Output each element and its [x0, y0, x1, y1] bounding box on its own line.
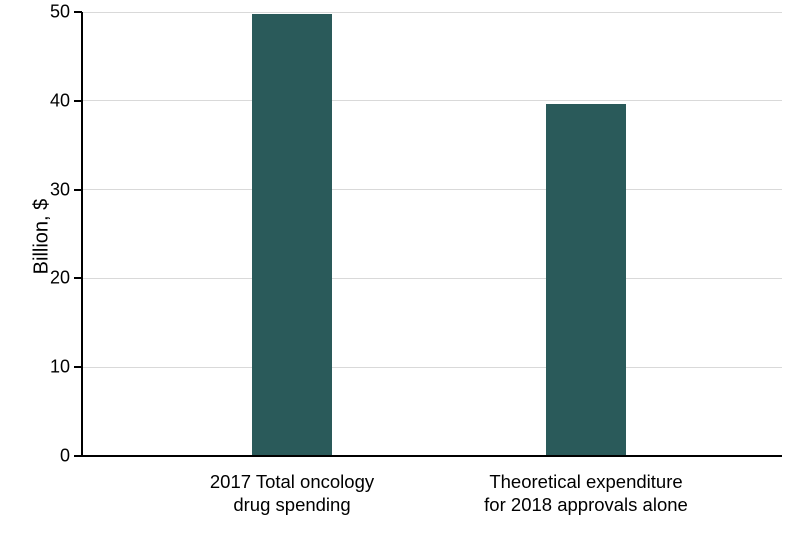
x-tick-label: Theoretical expenditurefor 2018 approval… — [456, 456, 716, 516]
x-tick-label-line2: drug spending — [233, 494, 350, 515]
y-tick-label: 10 — [50, 357, 82, 378]
y-tick-label: 50 — [50, 2, 82, 23]
bar-chart: Billion, $ 010203040502017 Total oncolog… — [0, 0, 798, 538]
plot-area: 010203040502017 Total oncologydrug spend… — [82, 12, 782, 456]
gridline — [82, 100, 782, 101]
bar — [252, 14, 332, 456]
x-axis-line — [82, 455, 782, 457]
bar — [546, 104, 626, 456]
x-tick-label-line1: Theoretical expenditure — [489, 471, 682, 492]
gridline — [82, 367, 782, 368]
x-tick-label: 2017 Total oncologydrug spending — [162, 456, 422, 516]
y-axis-line — [81, 12, 83, 456]
y-tick-label: 40 — [50, 90, 82, 111]
y-tick-label: 20 — [50, 268, 82, 289]
x-tick-label-line2: for 2018 approvals alone — [484, 494, 688, 515]
x-tick-label-line1: 2017 Total oncology — [210, 471, 374, 492]
y-tick-label: 0 — [60, 446, 82, 467]
y-tick-label: 30 — [50, 179, 82, 200]
gridline — [82, 189, 782, 190]
gridline — [82, 12, 782, 13]
gridline — [82, 278, 782, 279]
